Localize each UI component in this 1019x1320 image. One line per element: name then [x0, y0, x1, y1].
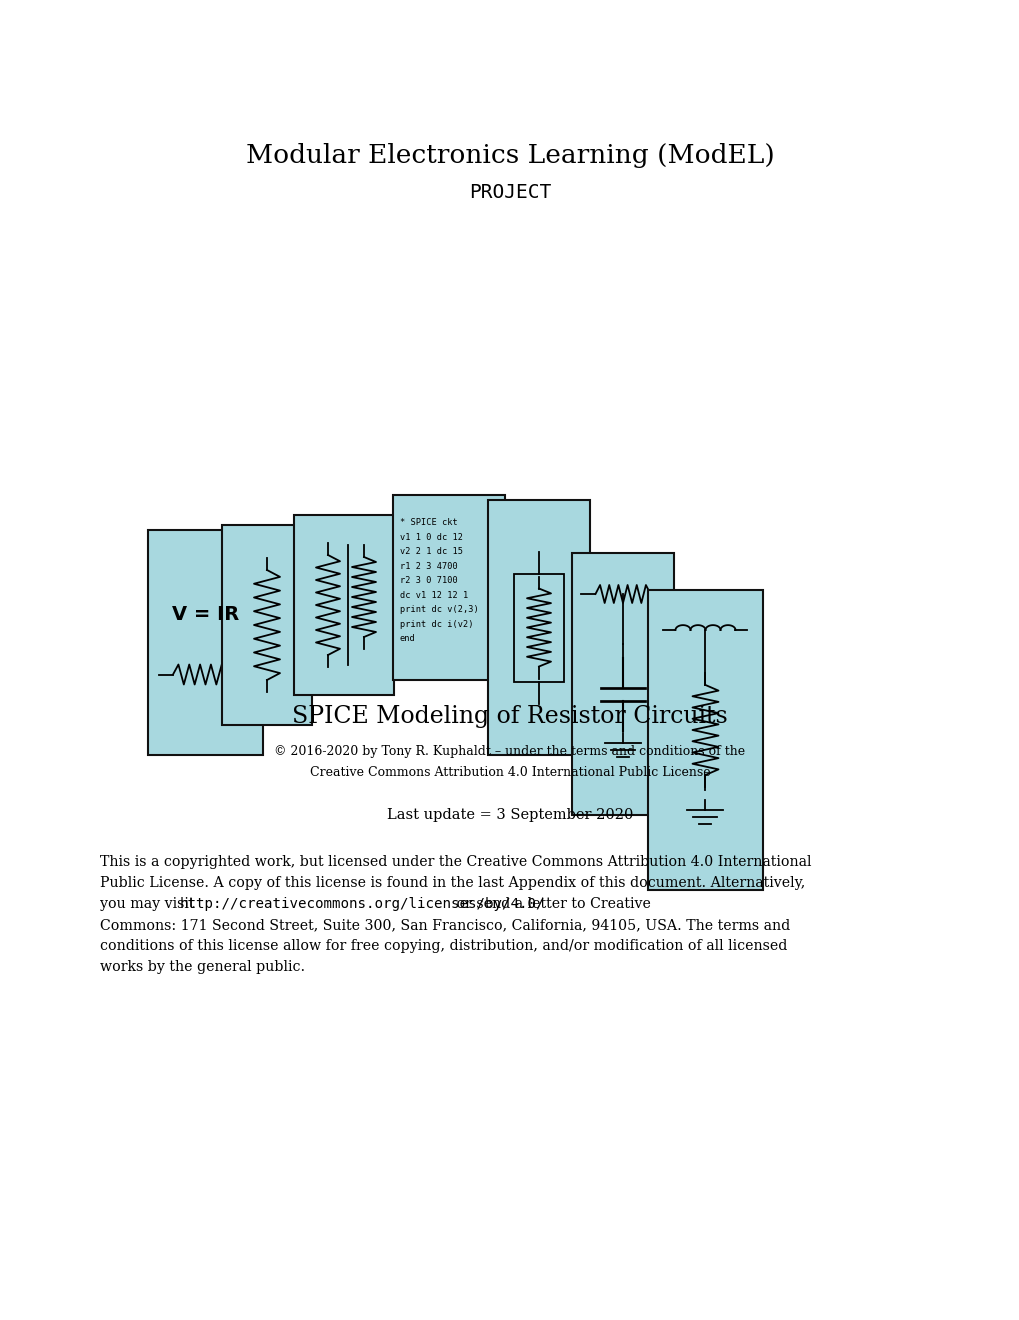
Bar — [392, 495, 504, 680]
Text: © 2016-2020 by Tony R. Kuphaldt – under the terms and conditions of the: © 2016-2020 by Tony R. Kuphaldt – under … — [274, 746, 745, 759]
Text: r2 3 0 7100: r2 3 0 7100 — [399, 577, 458, 585]
Text: Creative Commons Attribution 4.0 International Public License: Creative Commons Attribution 4.0 Interna… — [310, 767, 709, 780]
Text: r1 2 3 4700: r1 2 3 4700 — [399, 562, 458, 570]
Bar — [572, 553, 674, 814]
Text: you may visit: you may visit — [100, 898, 199, 911]
Bar — [293, 515, 393, 696]
Text: http://creativecommons.org/licenses/by/4.0/: http://creativecommons.org/licenses/by/4… — [179, 898, 545, 911]
Text: This is a copyrighted work, but licensed under the Creative Commons Attribution : This is a copyrighted work, but licensed… — [100, 855, 811, 869]
Text: PROJECT: PROJECT — [469, 182, 550, 202]
Text: v2 2 1 dc 15: v2 2 1 dc 15 — [399, 548, 463, 556]
Text: or send a letter to Creative: or send a letter to Creative — [451, 898, 650, 911]
Text: Modular Electronics Learning (ModEL): Modular Electronics Learning (ModEL) — [246, 143, 773, 168]
Text: print dc i(v2): print dc i(v2) — [399, 620, 473, 628]
Bar — [514, 573, 564, 681]
Text: conditions of this license allow for free copying, distribution, and/or modifica: conditions of this license allow for fre… — [100, 939, 787, 953]
Text: end: end — [399, 634, 416, 643]
Bar — [222, 525, 312, 725]
Text: SPICE Modeling of Resistor Circuits: SPICE Modeling of Resistor Circuits — [291, 705, 728, 729]
Text: * SPICE ckt: * SPICE ckt — [399, 519, 458, 527]
Bar — [647, 590, 762, 890]
Bar — [487, 500, 589, 755]
Text: works by the general public.: works by the general public. — [100, 960, 305, 974]
Text: print dc v(2,3): print dc v(2,3) — [399, 606, 478, 614]
Text: v1 1 0 dc 12: v1 1 0 dc 12 — [399, 533, 463, 541]
Text: Commons: 171 Second Street, Suite 300, San Francisco, California, 94105, USA. Th: Commons: 171 Second Street, Suite 300, S… — [100, 917, 790, 932]
Text: Last update = 3 September 2020: Last update = 3 September 2020 — [386, 808, 633, 822]
Text: Public License. A copy of this license is found in the last Appendix of this doc: Public License. A copy of this license i… — [100, 876, 804, 890]
Text: V = IR: V = IR — [172, 605, 238, 624]
Bar — [148, 531, 263, 755]
Text: dc v1 12 12 1: dc v1 12 12 1 — [399, 591, 468, 599]
